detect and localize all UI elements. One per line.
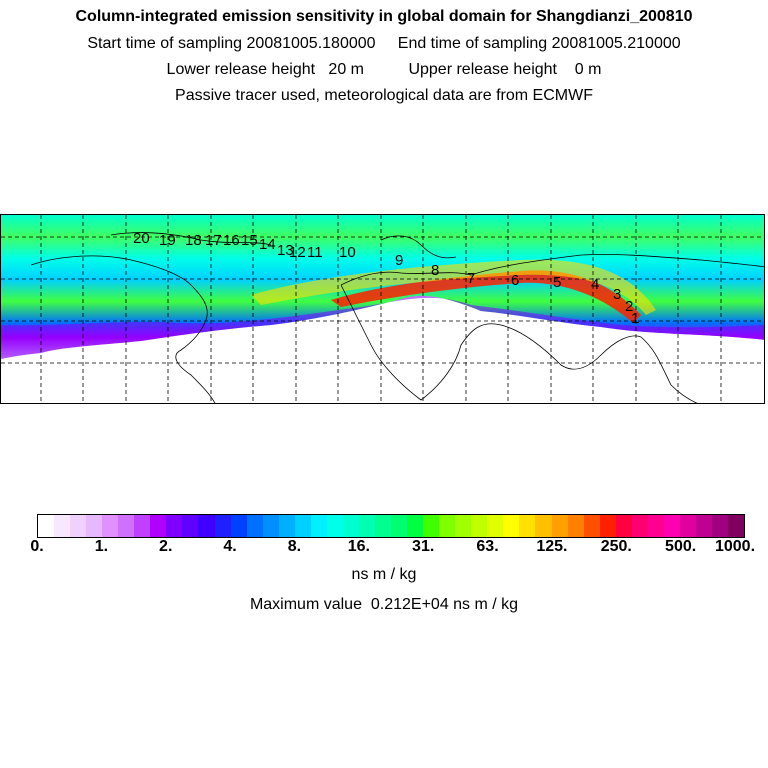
- plot-title: Column-integrated emission sensitivity i…: [75, 8, 693, 25]
- colorbar-segment: [262, 515, 279, 537]
- trajectory-label: 19: [159, 232, 176, 249]
- medium-sensitivity-band: [251, 259, 656, 315]
- colorbar-segment: [631, 515, 648, 537]
- colorbar-segment: [166, 515, 183, 537]
- colorbar-segment: [230, 515, 247, 537]
- trajectory-label: 15: [241, 232, 258, 249]
- colorbar-segment: [695, 515, 712, 537]
- colorbar-segment: [310, 515, 327, 537]
- trajectory-label: 14: [259, 236, 276, 253]
- colorbar-segment: [679, 515, 696, 537]
- colorbar-tick-label: 31.: [412, 538, 435, 555]
- trajectory-label: 7: [467, 270, 475, 287]
- maximum-value: Maximum value 0.212E+04 ns m / kg: [249, 596, 519, 613]
- colorbar-segment: [455, 515, 472, 537]
- trajectory-label: 4: [591, 276, 599, 293]
- colorbar-tick-label: 500.: [665, 538, 697, 555]
- colorbar-segment: [294, 515, 311, 537]
- trajectory-label: 8: [431, 262, 439, 279]
- trajectory-label: 17: [205, 232, 222, 249]
- colorbar-segment: [567, 515, 584, 537]
- trajectory-label: 5: [553, 274, 561, 291]
- colorbar-segment: [535, 515, 552, 537]
- colorbar-tick-label: 0.: [30, 538, 44, 555]
- colorbar-segment: [599, 515, 616, 537]
- colorbar-segment: [439, 515, 456, 537]
- trajectory-label: 2: [625, 298, 633, 315]
- coastlines: [30, 232, 764, 403]
- colorbar-tick-label: 8.: [287, 538, 302, 555]
- trajectory-label: 9: [395, 252, 403, 269]
- colorbar-segment: [647, 515, 664, 537]
- release-height-line: Lower release height 20 m Upper release …: [166, 61, 602, 78]
- trajectory-label: 1: [631, 310, 639, 327]
- colorbar-segment: [38, 515, 55, 537]
- colorbar-tick-label: 125.: [536, 538, 568, 555]
- colorbar-segment: [391, 515, 408, 537]
- colorbar-tick-label: 250.: [600, 538, 632, 555]
- colorbar-segment: [102, 515, 119, 537]
- colorbar-segment: [70, 515, 87, 537]
- emission-sensitivity-map: 1 2 3 4 5 6 7 8 9 10 11 12 13 14 15 16 17 18 19 20: [0, 214, 765, 404]
- colorbar-tick-label: 16.: [347, 538, 370, 555]
- colorbar-segment: [198, 515, 215, 537]
- colorbar-segment: [551, 515, 568, 537]
- trajectory-label: 12: [289, 244, 306, 261]
- trajectory-label: 16: [223, 232, 240, 249]
- colorbar-segment: [487, 515, 504, 537]
- colorbar-segment: [358, 515, 375, 537]
- graticule: [1, 215, 764, 403]
- colorbar-segment: [615, 515, 632, 537]
- colorbar-tick-label: 63.: [476, 538, 499, 555]
- trajectory-label: 3: [613, 286, 621, 303]
- colorbar-tick-label: 1000.: [714, 538, 756, 555]
- colorbar-unit: ns m / kg: [351, 566, 417, 583]
- colorbar: [37, 514, 745, 538]
- colorbar-segment: [134, 515, 151, 537]
- colorbar-segment: [583, 515, 600, 537]
- colorbar-segment: [86, 515, 103, 537]
- colorbar-segment: [711, 515, 729, 537]
- colorbar-tick-label: 2.: [159, 538, 173, 555]
- trajectory-label: 6: [511, 272, 519, 289]
- colorbar-segment: [342, 515, 359, 537]
- colorbar-segment: [278, 515, 295, 537]
- colorbar-tick-label: 4.: [223, 538, 237, 555]
- colorbar-segment: [118, 515, 135, 537]
- colorbar-segment: [663, 515, 680, 537]
- trajectory-label: 18: [185, 232, 202, 249]
- colorbar-segment: [214, 515, 231, 537]
- colorbar-segment: [407, 515, 424, 537]
- high-sensitivity-band: [331, 270, 641, 323]
- sampling-time-line: Start time of sampling 20081005.180000 E…: [87, 35, 681, 52]
- colorbar-segment: [519, 515, 536, 537]
- colorbar-tick-label: 1.: [94, 538, 109, 555]
- colorbar-segment: [503, 515, 520, 537]
- colorbar-segment: [246, 515, 263, 537]
- trajectory-label: 10: [339, 244, 356, 261]
- colorbar-segment: [182, 515, 199, 537]
- colorbar-segment: [150, 515, 167, 537]
- colorbar-segment: [423, 515, 440, 537]
- trajectory-label: 20: [133, 230, 150, 247]
- tracer-info-line: Passive tracer used, meteorological data…: [175, 87, 593, 104]
- colorbar-segment: [471, 515, 488, 537]
- trajectory-label: 11: [307, 244, 323, 261]
- colorbar-segment: [326, 515, 343, 537]
- low-sensitivity-edge: [1, 295, 764, 359]
- colorbar-segment: [728, 515, 745, 537]
- colorbar-segment: [374, 515, 392, 537]
- trajectory-label: 13: [277, 242, 294, 259]
- colorbar-segment: [54, 515, 71, 537]
